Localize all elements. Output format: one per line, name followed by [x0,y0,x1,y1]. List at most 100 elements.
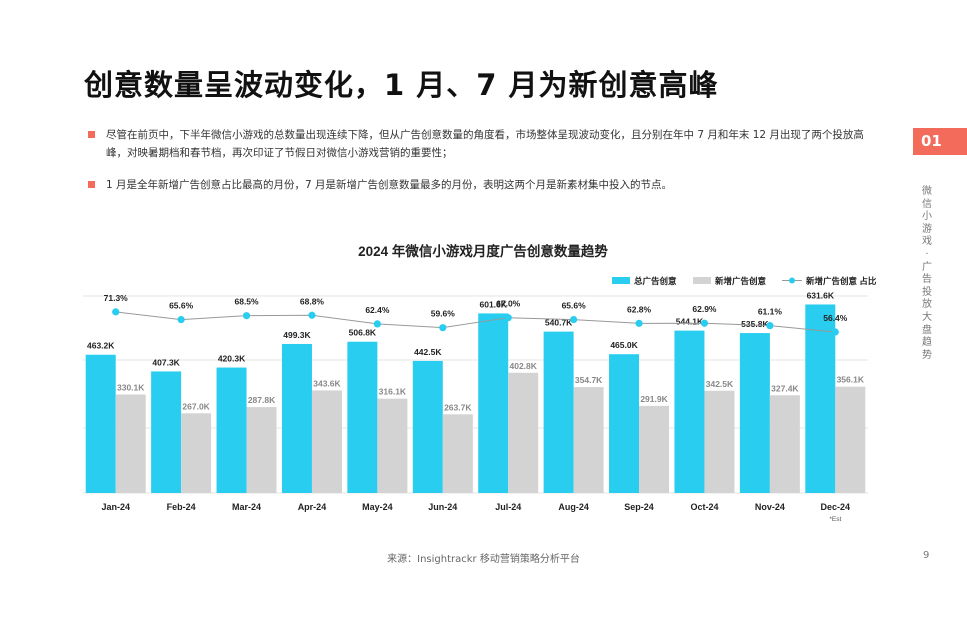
bullet-item: 尽管在前页中，下半年微信小游戏的总数量出现连续下降，但从广告创意数量的角度看，市… [88,126,878,162]
data-label-ratio: 67.0% [496,299,521,309]
x-tick-label: Mar-24 [232,502,261,512]
bar-total [151,371,182,493]
ratio-point [242,312,251,320]
data-label-ratio: 59.6% [431,309,456,319]
x-tick-label: Aug-24 [558,502,589,512]
legend-label-ratio: 新增广告创意 占比 [806,276,877,286]
bar-total [674,330,705,493]
x-tick-label: Jul-24 [495,502,521,512]
x-tick-label: Jun-24 [428,502,457,512]
bar-new [835,386,866,493]
bar-total [478,313,509,493]
bar-new [508,372,539,493]
data-label-ratio: 68.8% [300,296,325,306]
bullet-marker [88,181,95,188]
data-label-total: 535.8K [741,319,769,329]
ratio-point [570,315,578,324]
ratio-point [439,324,447,332]
data-label-new: 356.1K [837,375,865,385]
bar-new [115,394,146,493]
data-label-total: 601.6K [479,299,507,309]
data-label-new: 267.0K [182,401,210,411]
data-label-ratio: 68.5% [234,297,259,307]
bar-new [246,407,277,493]
bar-total [739,333,770,493]
x-tick-label: Oct-24 [690,502,718,512]
x-tick-label: Jan-24 [101,502,130,512]
bar-new [181,413,212,493]
page-title: 创意数量呈波动变化，1 月、7 月为新创意高峰 [84,68,719,102]
data-label-total: 407.3K [152,357,180,367]
section-tab: 01 [913,128,967,155]
data-label-new: 330.1K [117,382,145,392]
data-label-ratio: 62.9% [692,304,717,314]
x-tick-label: Dec-24 [821,502,851,512]
bar-total [347,341,378,493]
ratio-point [700,319,709,327]
legend-marker-ratio [789,277,795,284]
data-label-ratio: 65.6% [169,301,194,311]
ratio-point [504,314,512,322]
bullet-marker [88,131,95,138]
x-tick-label: Nov-24 [755,502,785,512]
data-label-ratio: 56.4% [823,313,848,323]
ratio-line [115,311,836,333]
ratio-point [177,315,185,324]
chart-title: 2024 年微信小游戏月度广告创意数量趋势 [358,243,608,259]
side-section-label: 微信小游戏 · 广告投放大盘趋势 [922,186,932,361]
data-label-total: 499.3K [283,330,311,340]
data-label-ratio: 62.8% [627,304,652,314]
x-tick-label: Apr-24 [298,502,327,512]
bar-new [573,387,604,493]
bar-new [704,390,735,493]
x-tick-label: Sep-24 [624,502,654,512]
bullet-item: 1 月是全年新增广告创意占比最高的月份，7 月是新增广告创意数量最多的月份，表明… [88,176,878,194]
x-tick-label: Feb-24 [167,502,196,512]
data-label-new: 263.7K [444,402,472,412]
bar-new [311,390,342,493]
data-label-new: 343.6K [313,378,341,388]
legend-label-new: 新增广告创意 [715,276,767,286]
data-label-total: 540.7K [545,318,573,328]
data-label-ratio: 61.1% [758,307,783,317]
data-label-new: 291.9K [640,394,668,404]
ratio-point [112,308,120,316]
ratio-point [635,319,643,327]
ratio-point [766,322,774,330]
x-tick-label: May-24 [362,502,393,512]
bar-total [805,304,836,493]
bar-new [442,414,473,493]
ratio-point [308,311,316,319]
data-label-total: 442.5K [414,347,442,357]
bar-total [609,354,640,493]
bullet-text: 尽管在前页中，下半年微信小游戏的总数量出现连续下降，但从广告创意数量的角度看，市… [106,129,864,159]
bar-total [85,354,116,493]
legend-swatch-new [693,277,711,284]
data-label-new: 327.4K [771,383,799,393]
data-label-new: 316.1K [379,387,407,397]
bar-new [769,395,800,493]
bar-new [639,405,670,493]
data-label-total: 465.0K [610,340,638,350]
source-note: 来源：Insightrackr 移动营销策略分析平台 [387,554,580,565]
data-label-total: 506.8K [349,328,377,338]
data-label-new: 287.8K [248,395,276,405]
ratio-point [831,328,839,336]
x-tick-note: *Est [829,516,841,523]
data-label-ratio: 65.6% [562,301,587,311]
data-label-ratio: 71.3% [104,293,129,303]
data-label-new: 342.5K [706,379,734,389]
bar-new [377,398,408,493]
ratio-point [373,320,381,328]
data-label-new: 354.7K [575,375,603,385]
bar-total [543,331,574,493]
bullet-list: 尽管在前页中，下半年微信小游戏的总数量出现连续下降，但从广告创意数量的角度看，市… [88,126,878,208]
legend-swatch-total [612,277,630,284]
data-label-total: 631.6K [807,290,835,300]
bar-total [216,367,247,493]
data-label-ratio: 62.4% [365,305,390,315]
data-label-total: 544.1K [676,317,704,327]
page-number: 9 [923,550,930,561]
bar-total [412,360,443,493]
